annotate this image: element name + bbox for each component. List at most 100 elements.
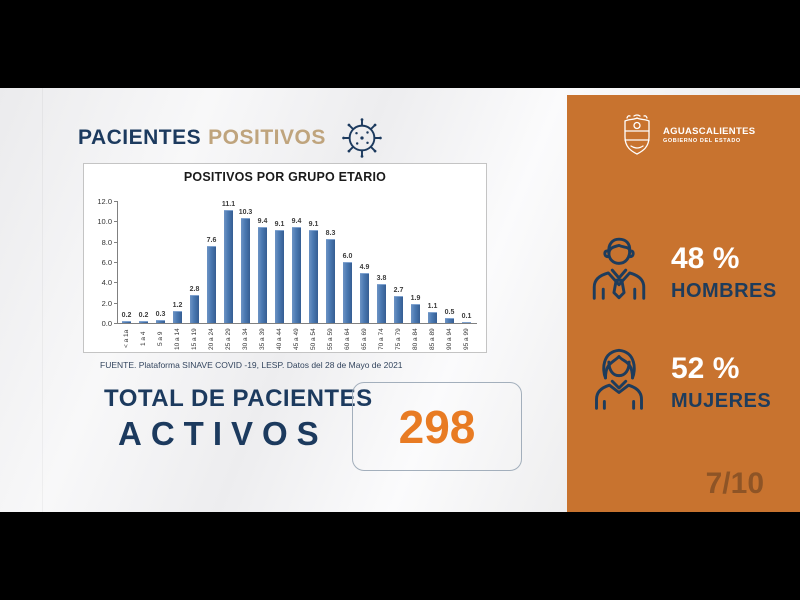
x-axis-category-label: 75 a 79 [395, 328, 402, 350]
bar [360, 273, 369, 323]
x-axis-category-label: < a 1a [123, 329, 130, 349]
brand-name: AGUASCALIENTES [663, 126, 756, 137]
bar-value-label: 9.4 [291, 218, 302, 226]
bar [173, 310, 182, 323]
y-tick-label: 0.0 [101, 319, 112, 328]
x-axis-category-label: 20 a 24 [208, 328, 215, 350]
bar-value-label: 9.4 [257, 218, 268, 226]
bar [258, 227, 267, 323]
x-axis-category-label: 10 a 14 [174, 328, 181, 350]
page-title-secondary: POSITIVOS [208, 126, 326, 149]
bar [326, 238, 335, 323]
x-axis-category-label: 70 a 74 [378, 328, 385, 350]
total-label-line1: TOTAL DE PACIENTES [104, 385, 373, 412]
woman-icon [583, 343, 655, 421]
x-axis-category-label: 95 a 99 [463, 328, 470, 350]
bar [411, 303, 420, 323]
bar-column: 9.1 [305, 201, 322, 323]
chart-plot-area: 0.2 0.2 0.3 1.2 2.8 7.6 11.1 10.3 9.4 9.1 9.4 9.1 8.… [84, 164, 486, 352]
bar-value-label: 7.6 [206, 236, 217, 244]
bar-column: 0.2 [135, 201, 152, 323]
bar [190, 294, 199, 323]
bar-value-label: 2.8 [189, 285, 200, 293]
x-axis-category-label: 85 a 89 [429, 328, 436, 350]
x-axis-category-label: 30 a 34 [242, 328, 249, 350]
total-label-line2: ACTIVOS [118, 415, 328, 452]
bar-value-label: 2.7 [393, 286, 404, 294]
chart-title: POSITIVOS POR GRUPO ETARIO [183, 170, 387, 184]
bar-value-label: 8.3 [325, 229, 336, 237]
total-value-box: 298 [352, 382, 522, 471]
y-tick-mark [114, 201, 117, 202]
stat-men: 48 % HOMBRES [583, 233, 777, 311]
bar-value-label: 9.1 [308, 221, 319, 229]
slide: PACIENTES POSITIVOS [0, 88, 800, 512]
bar [462, 321, 471, 323]
bar-value-label: 9.1 [274, 221, 285, 229]
bar-column: 2.7 [390, 201, 407, 323]
bar-value-label: 4.9 [359, 264, 370, 272]
x-axis-category-label: 45 a 49 [293, 328, 300, 350]
bar-value-label: 6.0 [342, 253, 353, 260]
brand-subtitle: GOBIERNO DEL ESTADO [663, 138, 741, 144]
bar-column: 1.1 [424, 201, 441, 323]
y-tick-label: 6.0 [101, 258, 112, 267]
virus-icon [340, 116, 384, 160]
y-tick-mark [114, 323, 117, 324]
page-title-primary: PACIENTES [78, 126, 202, 149]
men-percent: 48 % [671, 241, 740, 275]
bar-column: 6.0 [339, 201, 356, 323]
x-axis-category-label: 1 a 4 [140, 331, 147, 347]
chart-category-labels: < a 1a 1 a 4 5 a 9 10 a 14 15 a 19 20 a 24 25 … [118, 326, 475, 352]
x-axis-category-label: 90 a 94 [446, 328, 453, 350]
y-tick-mark [114, 241, 117, 243]
bar-column: 1.9 [407, 201, 424, 323]
x-axis-line [117, 323, 477, 324]
bar-column: 4.9 [356, 201, 373, 323]
x-axis-category-label: 65 a 69 [361, 328, 368, 350]
men-label: HOMBRES [671, 279, 777, 302]
man-icon [583, 233, 655, 311]
bar-column: 11.1 [220, 201, 237, 323]
bar-column: 9.1 [271, 201, 288, 323]
bar-column: 3.8 [373, 201, 390, 323]
x-axis-category-label: 40 a 44 [276, 328, 283, 350]
y-tick-label: 10.0 [97, 217, 112, 227]
background-streak [42, 88, 43, 512]
bar [139, 320, 148, 323]
page-header: PACIENTES POSITIVOS [78, 116, 384, 160]
x-axis-category-label: 15 a 19 [191, 328, 198, 350]
source-note: FUENTE. Plataforma SINAVE COVID -19, LES… [100, 360, 403, 370]
y-tick-mark [114, 282, 117, 284]
y-tick-mark [114, 221, 117, 223]
total-value: 298 [398, 400, 476, 453]
x-axis-category-label: 55 a 59 [327, 328, 334, 350]
bar-value-label: 0.2 [138, 311, 149, 319]
government-brand: AGUASCALIENTES GOBIERNO DEL ESTADO [619, 113, 755, 157]
bar-column: 1.2 [169, 201, 186, 323]
bar [122, 320, 131, 323]
bar-value-label: 0.2 [121, 311, 132, 319]
y-tick-label: 2.0 [101, 298, 112, 308]
bar-column: 7.6 [203, 201, 220, 323]
x-axis-category-label: 25 a 29 [225, 328, 232, 350]
bar-column: 2.8 [186, 201, 203, 323]
bar [275, 230, 284, 323]
bar-value-label: 1.1 [427, 302, 438, 310]
bar-value-label: 1.9 [410, 294, 421, 302]
women-percent: 52 % [671, 351, 740, 385]
bar-value-label: 11.1 [221, 201, 236, 209]
x-axis-category-label: 35 a 39 [259, 328, 266, 350]
page-indicator: 7/10 [705, 467, 764, 500]
brand-text: AGUASCALIENTES GOBIERNO DEL ESTADO [663, 126, 755, 144]
bar [207, 245, 216, 323]
bar [394, 295, 403, 323]
bar [224, 210, 233, 323]
bar [428, 311, 437, 323]
bar-column: 9.4 [254, 201, 271, 323]
bar-value-label: 1.2 [172, 301, 183, 309]
x-axis-category-label: 50 a 54 [310, 328, 317, 350]
stat-women: 52 % MUJERES [583, 343, 771, 421]
chart-bars: 0.2 0.2 0.3 1.2 2.8 7.6 11.1 10.3 9.4 9.1 9.4 9.1 8.… [118, 201, 475, 323]
